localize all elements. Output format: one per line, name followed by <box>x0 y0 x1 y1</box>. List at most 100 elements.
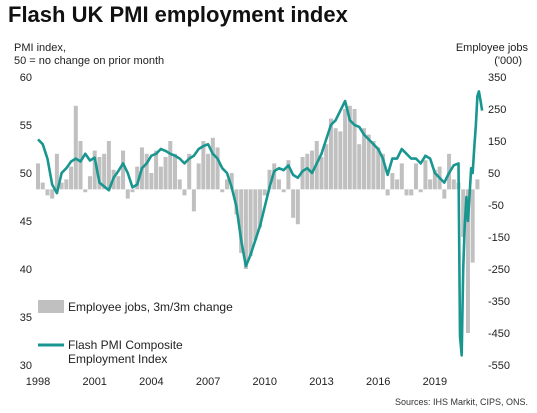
jobs-bar <box>210 137 215 190</box>
jobs-bar <box>258 189 263 228</box>
jobs-bar <box>215 147 220 190</box>
jobs-bar <box>45 189 50 196</box>
jobs-bar <box>40 182 45 190</box>
jobs-bar <box>125 189 130 199</box>
jobs-bar <box>347 105 352 190</box>
legend-bar-label: Employee jobs, 3m/3m change <box>68 300 233 314</box>
jobs-bar <box>35 163 41 190</box>
jobs-bar <box>83 189 88 193</box>
x-tick-label: 2016 <box>366 376 390 388</box>
jobs-bar <box>239 189 244 253</box>
x-tick-label: 2013 <box>309 376 333 388</box>
jobs-bar <box>158 166 163 190</box>
left-axis-title-line2: 50 = no change on prior month <box>14 55 164 67</box>
jobs-bar <box>206 153 211 190</box>
jobs-bar <box>196 163 201 190</box>
right-tick-label: -150 <box>488 232 510 244</box>
right-tick-label: 250 <box>488 104 506 116</box>
jobs-bar <box>267 169 272 190</box>
chart-title: Flash UK PMI employment index <box>8 2 349 27</box>
jobs-bar <box>154 150 159 190</box>
right-tick-label: -250 <box>488 264 510 276</box>
x-tick-label: 2010 <box>253 376 277 388</box>
jobs-bar <box>97 157 102 190</box>
jobs-bar <box>224 179 229 190</box>
jobs-bar <box>121 150 126 190</box>
x-tick-label: 2019 <box>423 376 447 388</box>
jobs-bar <box>191 189 196 212</box>
jobs-bar <box>395 179 400 190</box>
jobs-bar <box>343 109 348 190</box>
source-note: Sources: IHS Markit, CIPS, ONS. <box>395 397 528 407</box>
pmi-employment-line <box>37 90 484 357</box>
right-axis-title-line1: Employee jobs <box>456 42 529 54</box>
left-tick-label: 55 <box>20 120 32 132</box>
jobs-bar <box>371 141 376 190</box>
jobs-bar <box>163 157 168 190</box>
x-tick-label: 2004 <box>139 376 163 388</box>
right-tick-label: 150 <box>488 136 506 148</box>
jobs-bar <box>423 160 428 190</box>
x-tick-label: 2007 <box>196 376 220 388</box>
left-tick-label: 60 <box>20 72 32 84</box>
jobs-bar <box>286 160 291 190</box>
legend-bar-swatch <box>38 300 64 313</box>
right-tick-label: 350 <box>488 72 506 84</box>
jobs-bar <box>352 109 357 190</box>
jobs-bar <box>144 153 149 190</box>
jobs-bar <box>64 179 69 190</box>
jobs-bar <box>243 189 248 269</box>
right-tick-label: -550 <box>488 360 510 372</box>
axis-ticks: 30 35 40 45 50 55 60 -550 -450 -350 -250 -150 -50 50 1… <box>20 72 510 388</box>
jobs-bar <box>333 128 338 190</box>
jobs-bar <box>220 189 225 193</box>
jobs-bar <box>461 189 466 237</box>
jobs-bar <box>281 189 286 193</box>
jobs-bar <box>357 144 362 190</box>
left-tick-label: 40 <box>20 264 32 276</box>
jobs-bar <box>182 189 187 196</box>
right-axis-title-line2: ('000) <box>494 55 522 67</box>
jobs-bar <box>248 189 253 257</box>
jobs-bar <box>276 179 281 190</box>
jobs-bar <box>385 189 390 196</box>
jobs-bar <box>366 134 371 190</box>
right-tick-label: -50 <box>488 200 504 212</box>
jobs-bar <box>451 179 456 190</box>
jobs-bar <box>262 189 267 196</box>
right-tick-label: -450 <box>488 328 510 340</box>
jobs-bar <box>409 189 414 196</box>
jobs-bar <box>59 182 64 190</box>
jobs-bar <box>324 144 329 190</box>
x-tick-label: 1998 <box>26 376 50 388</box>
jobs-bar <box>428 179 433 190</box>
jobs-bar <box>168 141 173 190</box>
plot-area <box>35 90 484 357</box>
jobs-bar <box>390 173 395 190</box>
jobs-bar <box>177 179 182 190</box>
jobs-bar <box>69 166 74 190</box>
jobs-bar <box>135 166 140 190</box>
jobs-bar <box>173 153 178 190</box>
jobs-bar <box>475 179 480 190</box>
jobs-bar <box>73 105 78 190</box>
jobs-bar <box>92 150 97 190</box>
jobs-bar <box>418 189 423 193</box>
right-tick-label: -350 <box>488 296 510 308</box>
jobs-bar <box>187 153 192 190</box>
jobs-bar <box>399 163 404 190</box>
jobs-bar <box>465 189 470 333</box>
jobs-bar <box>432 169 437 190</box>
jobs-bar <box>295 189 300 225</box>
jobs-bar <box>413 163 418 190</box>
jobs-bar <box>319 157 324 190</box>
jobs-bar <box>376 147 381 190</box>
jobs-bar <box>338 131 343 190</box>
jobs-bar <box>272 163 277 190</box>
right-tick-label: 50 <box>488 168 500 180</box>
jobs-bar <box>116 176 121 190</box>
left-tick-label: 45 <box>20 216 32 228</box>
left-tick-label: 30 <box>20 360 32 372</box>
jobs-bar <box>253 189 258 241</box>
legend-line-label-line2: Employment Index <box>68 352 167 366</box>
